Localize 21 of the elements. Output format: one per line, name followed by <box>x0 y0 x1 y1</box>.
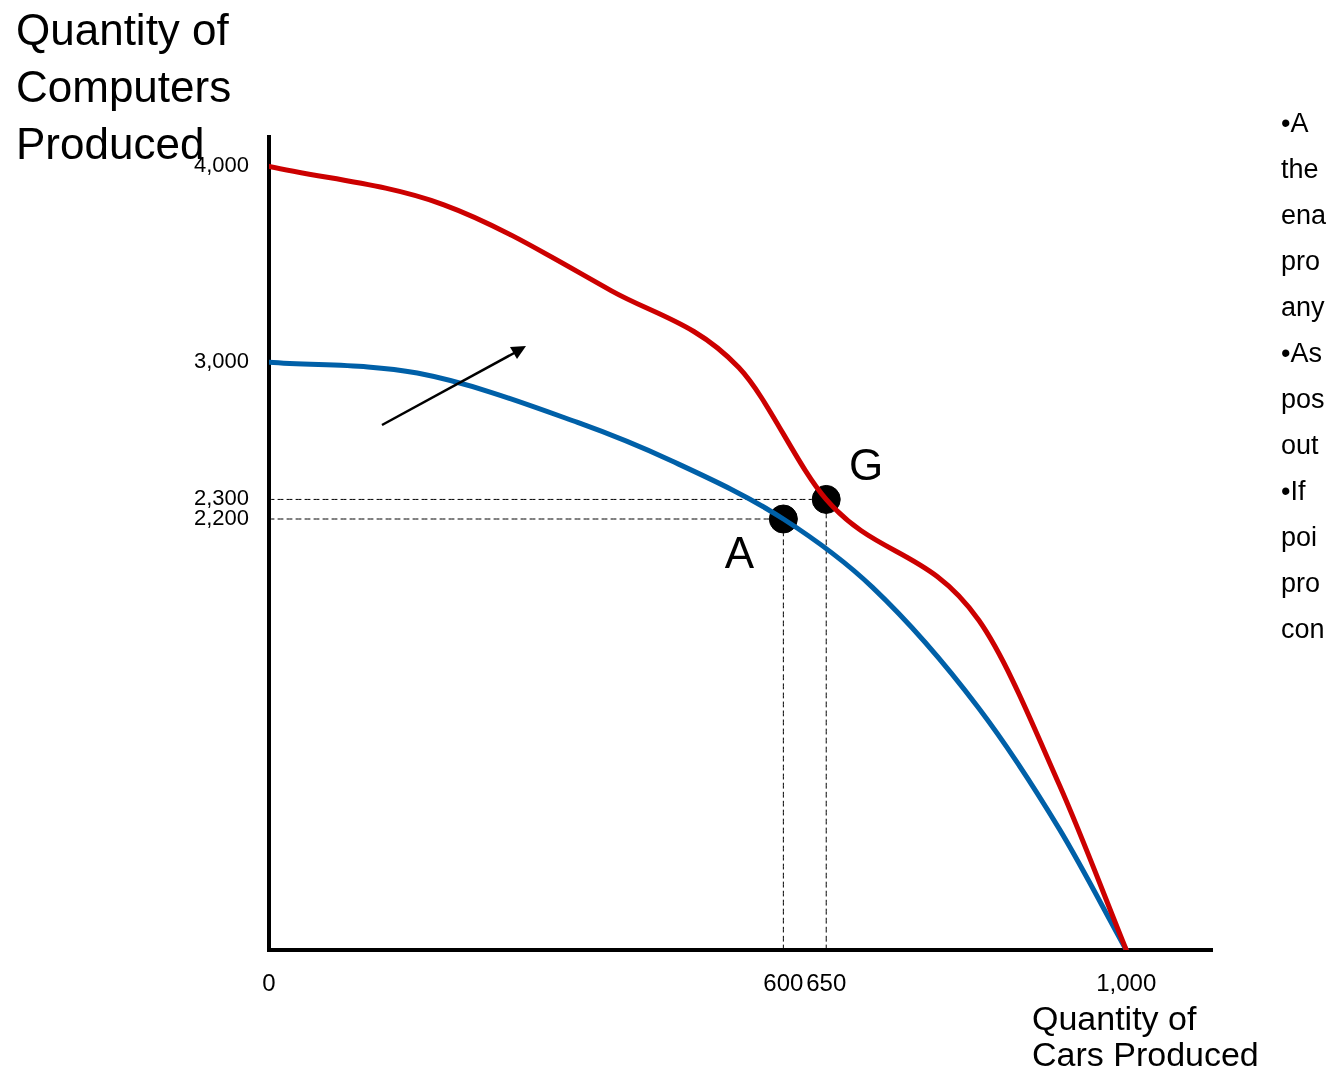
text: pro <box>1281 567 1322 600</box>
text: •As <box>1281 337 1323 370</box>
annotation: A <box>724 528 755 578</box>
text: ena <box>1281 199 1327 232</box>
text: pos <box>1281 383 1326 416</box>
x-axis-title: Quantity of Cars Produced <box>1032 999 1259 1069</box>
text: poi <box>1281 521 1319 554</box>
annotation: G <box>849 439 884 489</box>
x-tick-label: 1,000 <box>1096 968 1157 996</box>
text: •If <box>1281 475 1307 508</box>
x-tick-label: 0 <box>262 968 276 996</box>
text: out <box>1281 429 1320 462</box>
text: •A <box>1281 107 1310 140</box>
y-tick-label: 3,000 <box>193 348 249 374</box>
x-tick-label: 650 <box>806 968 847 996</box>
text: any <box>1281 291 1326 324</box>
text: the <box>1281 153 1320 186</box>
x-tick-label: 600 <box>763 968 804 996</box>
text: con <box>1281 613 1326 646</box>
y-tick-label: 2,300 <box>193 485 249 511</box>
text: pro <box>1281 245 1322 278</box>
